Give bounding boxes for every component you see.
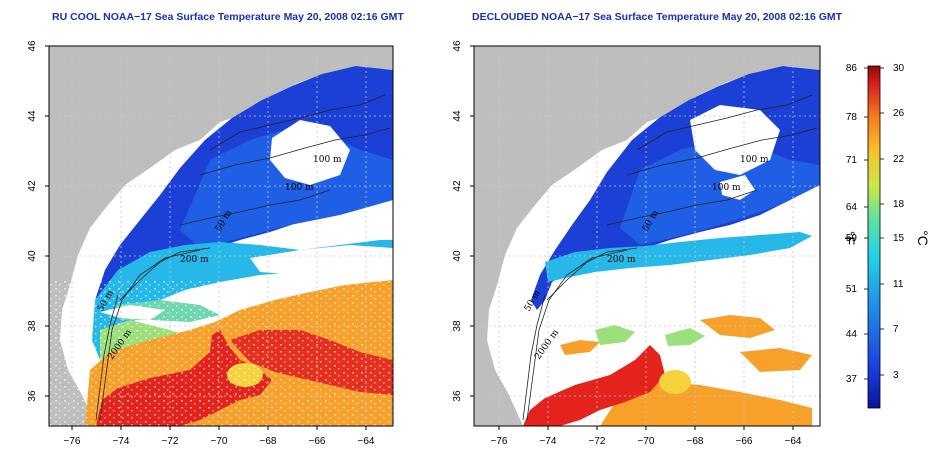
lon-tick: −70 (211, 436, 228, 447)
left-axes (45, 45, 367, 430)
lon-tick: −76 (64, 436, 81, 447)
warm-core-eddy (659, 370, 691, 394)
contour-label: 100 m (313, 155, 342, 165)
lon-tick: −72 (162, 436, 179, 447)
celsius-tick: 26 (893, 108, 905, 119)
contour-label: 200 m (607, 255, 636, 265)
right-map: 100 m 100 m 50 m 200 m 50 m 2000 m (474, 46, 820, 426)
celsius-tick: 3 (893, 370, 899, 381)
contour-label: 100 m (740, 155, 769, 165)
left-grid (49, 46, 393, 426)
lon-tick: −64 (785, 436, 802, 447)
lon-tick: −66 (736, 436, 753, 447)
lon-tick: −68 (687, 436, 704, 447)
left-panel-title: RU COOL NOAA−17 Sea Surface Temperature … (52, 11, 404, 23)
lat-tick: 46 (452, 40, 463, 52)
lat-tick: 46 (27, 40, 38, 52)
warm-water (740, 348, 812, 372)
right-panel-title: DECLOUDED NOAA−17 Sea Surface Temperatur… (472, 11, 843, 23)
celsius-tick: 22 (893, 154, 905, 165)
right-axes (470, 45, 794, 430)
right-grid (474, 46, 820, 426)
lon-tick: −64 (358, 436, 375, 447)
fahrenheit-tick: 37 (846, 374, 858, 385)
lon-tick: −72 (589, 436, 606, 447)
cloud-specks (49, 280, 393, 426)
bathymetry-contours (522, 94, 818, 421)
contour-label: 100 m (712, 183, 741, 193)
warm-water (560, 340, 600, 355)
gulf-stream-hot (523, 345, 665, 426)
cloud-patch (690, 105, 780, 175)
cloud-patch (250, 245, 393, 275)
lat-tick: 36 (452, 390, 463, 402)
contour-label: 200 m (180, 255, 209, 265)
fahrenheit-tick: 59 (846, 233, 858, 244)
lat-tick: 42 (452, 180, 463, 192)
fahrenheit-tick: 71 (846, 155, 858, 166)
cloud-patch (270, 120, 350, 185)
warm-water (700, 315, 775, 338)
celsius-tick: 7 (893, 324, 899, 335)
warm-water (600, 382, 812, 426)
shelf-mid-water (620, 140, 820, 245)
fahrenheit-tick: 78 (846, 112, 858, 123)
land-mass (49, 46, 393, 426)
contour-label: 100 m (285, 183, 314, 193)
lat-tick: 40 (27, 250, 38, 262)
lon-tick: −74 (113, 436, 130, 447)
lon-tick: −68 (260, 436, 277, 447)
lat-tick: 38 (27, 320, 38, 332)
lon-tick: −76 (491, 436, 508, 447)
lat-tick: 44 (452, 110, 463, 122)
lon-tick: −70 (638, 436, 655, 447)
mild-band (595, 325, 635, 345)
fahrenheit-tick: 51 (846, 284, 858, 295)
celsius-tick: 30 (893, 63, 905, 74)
right-map-frame (473, 45, 821, 427)
land-mass (474, 46, 820, 426)
lat-tick: 44 (27, 110, 38, 122)
lat-tick: 38 (452, 320, 463, 332)
bathymetry-contours (95, 94, 391, 421)
colorbar (867, 65, 881, 409)
lat-tick: 36 (27, 390, 38, 402)
celsius-tick: 11 (893, 279, 904, 290)
fahrenheit-tick: 86 (846, 63, 858, 74)
lon-tick: −66 (309, 436, 326, 447)
left-map: 100 m 100 m 50 m 200 m 50 m 2000 m (49, 46, 393, 426)
colorbar-ticks (864, 67, 884, 380)
cool-slope-water (545, 232, 812, 282)
fahrenheit-tick: 64 (846, 202, 858, 213)
lat-tick: 42 (27, 180, 38, 192)
fahrenheit-axis-label: °F (842, 231, 858, 245)
celsius-tick: 15 (893, 233, 905, 244)
celsius-axis-label: °C (915, 230, 931, 246)
lat-tick: 40 (452, 250, 463, 262)
left-map-frame (48, 45, 394, 427)
lon-tick: −74 (540, 436, 557, 447)
fahrenheit-tick: 44 (846, 329, 858, 340)
celsius-tick: 18 (893, 199, 905, 210)
